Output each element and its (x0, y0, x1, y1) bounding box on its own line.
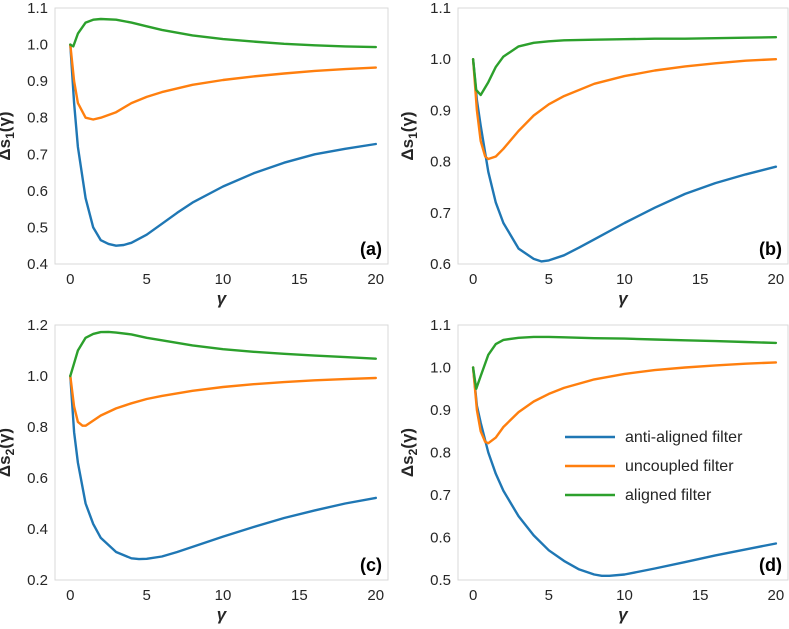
y-tick-label: 0.2 (27, 572, 48, 589)
x-tick-label: 5 (142, 587, 150, 604)
x-tick-label: 20 (367, 587, 384, 604)
y-tick-label: 1.0 (27, 37, 48, 54)
y-tick-label: 0.5 (430, 572, 451, 589)
y-tick-label: 0.5 (27, 219, 48, 236)
x-tick-label: 0 (469, 271, 477, 288)
plot-frame (54, 324, 389, 581)
y-tick-label: 1.0 (27, 368, 48, 385)
y-tick-label: 0.8 (27, 419, 48, 436)
series-line-uncoupled (69, 43, 377, 121)
x-tick-label: 15 (692, 271, 709, 288)
x-tick-label: 10 (215, 587, 232, 604)
series-line-anti (471, 58, 778, 263)
y-tick-label: 1.2 (27, 317, 48, 334)
y-axis-label: Δs2(γ) (0, 428, 17, 477)
y-tick-label: 0.9 (430, 102, 451, 119)
series-line-aligned (69, 330, 377, 378)
x-tick-label: 20 (367, 271, 384, 288)
x-tick-label: 20 (768, 271, 785, 288)
panel-label: (b) (759, 239, 782, 259)
y-tick-label: 1.0 (430, 51, 451, 68)
series-line-anti (69, 43, 377, 247)
y-tick-label: 0.6 (27, 183, 48, 200)
y-axis-label: Δs2(γ) (398, 428, 420, 477)
x-tick-label: 5 (545, 587, 553, 604)
panel-a: 0 5 10 15 20 0.4 0.5 0.6 0.7 0.8 0.9 1.0 1.1 γ Δs1(γ) (… (0, 0, 389, 308)
series-line-aligned (471, 36, 778, 97)
x-tick-label: 20 (768, 587, 785, 604)
y-tick-label: 1.1 (27, 0, 48, 17)
y-tick-label: 1.1 (430, 0, 451, 17)
x-tick-label: 0 (66, 587, 74, 604)
panel-b: 0 5 10 15 20 0.6 0.7 0.8 0.9 1.0 1.1 γ Δs1(γ) (b) (398, 0, 789, 308)
y-tick-label: 0.4 (27, 256, 48, 273)
y-axis-label: Δs1(γ) (398, 111, 420, 160)
legend-label: anti-aligned filter (625, 429, 743, 446)
x-axis-label: γ (217, 289, 228, 308)
y-tick-label: 0.9 (430, 402, 451, 419)
y-tick-label: 0.6 (430, 530, 451, 547)
series-line-uncoupled (471, 361, 778, 445)
y-tick-label: 0.6 (430, 256, 451, 273)
x-tick-label: 15 (291, 587, 308, 604)
series-line-uncoupled (69, 374, 377, 427)
y-tick-label: 0.7 (27, 146, 48, 163)
x-tick-label: 5 (545, 271, 553, 288)
legend: anti-aligned filter uncoupled filter align… (565, 429, 743, 504)
y-tick-label: 0.9 (27, 73, 48, 90)
series-line-aligned (69, 17, 377, 49)
y-tick-label: 0.8 (430, 154, 451, 171)
y-tick-label: 0.4 (27, 521, 48, 538)
series-line-anti (471, 366, 778, 577)
y-tick-label: 1.1 (430, 317, 451, 334)
x-tick-label: 0 (469, 587, 477, 604)
panel-label: (c) (360, 555, 382, 575)
x-tick-label: 15 (291, 271, 308, 288)
x-axis-label: γ (217, 605, 228, 624)
x-axis-label: γ (618, 605, 629, 624)
x-axis-label: γ (618, 289, 629, 308)
panel-d: 0 5 10 15 20 0.5 0.6 0.7 0.8 0.9 1.0 1.1 γ Δs2(γ) (d) (398, 317, 789, 624)
panel-c: 0 5 10 15 20 0.2 0.4 0.6 0.8 1.0 1.2 γ Δs2(γ) (c) (0, 317, 389, 624)
x-tick-label: 15 (692, 587, 709, 604)
y-tick-label: 0.7 (430, 487, 451, 504)
y-tick-label: 0.6 (27, 470, 48, 487)
plot-frame (54, 7, 389, 265)
y-tick-label: 1.0 (430, 360, 451, 377)
legend-label: uncoupled filter (625, 458, 734, 475)
x-tick-label: 10 (616, 587, 633, 604)
y-tick-label: 0.8 (27, 110, 48, 127)
plot-frame (457, 324, 789, 581)
y-tick-label: 0.7 (430, 205, 451, 222)
legend-label: aligned filter (625, 487, 712, 504)
y-axis-label: Δs1(γ) (0, 111, 17, 160)
x-tick-label: 5 (142, 271, 150, 288)
series-line-uncoupled (471, 58, 778, 161)
series-line-anti (69, 374, 377, 561)
x-tick-label: 10 (616, 271, 633, 288)
x-tick-label: 10 (215, 271, 232, 288)
x-tick-label: 0 (66, 271, 74, 288)
panel-label: (d) (759, 555, 782, 575)
plot-frame (457, 7, 789, 265)
series-line-aligned (471, 335, 778, 390)
y-tick-label: 0.8 (430, 445, 451, 462)
panel-label: (a) (360, 239, 382, 259)
